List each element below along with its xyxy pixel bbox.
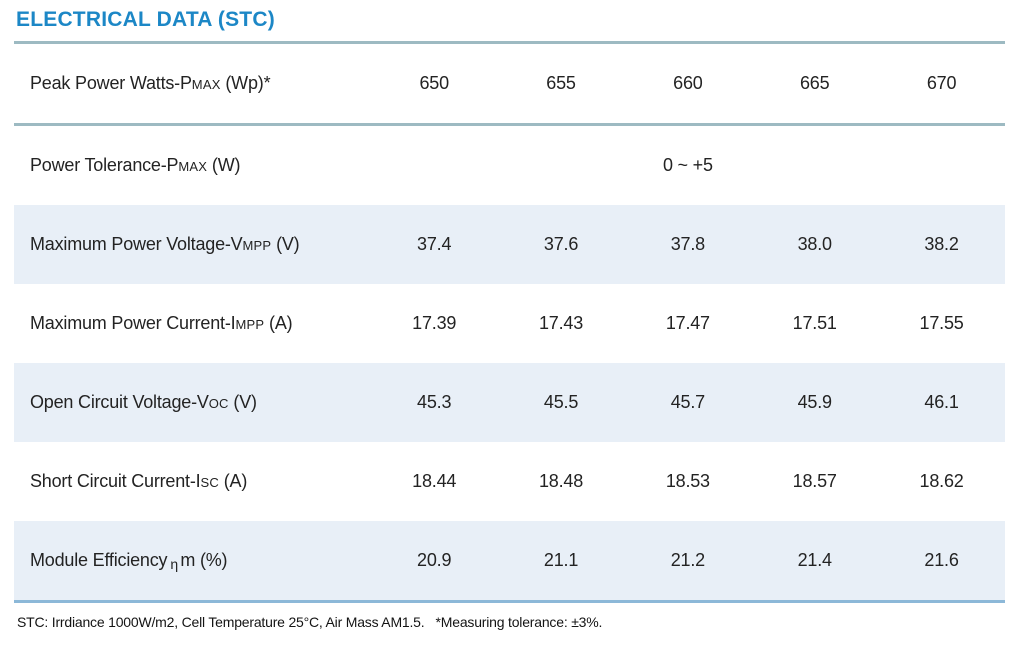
cell-value: 21.6: [924, 550, 959, 570]
cell-value: 45.5: [543, 392, 579, 412]
subscript-text: SC: [200, 475, 219, 490]
row-divider: [14, 123, 1005, 126]
table-row: Maximum Power Current-IMPP (A) 17.39 17.…: [14, 284, 1005, 363]
cell-value: 38.2: [924, 234, 959, 254]
table-row: Peak Power Watts-PMAX (Wp)* 650 655 660 …: [14, 44, 1005, 123]
title-rule: [14, 41, 1005, 44]
cell-value: 21.1: [543, 550, 579, 570]
cell-value: 650: [419, 73, 449, 93]
table-row: Short Circuit Current-ISC (A) 18.44 18.4…: [14, 442, 1005, 521]
subscript-text: MPP: [242, 238, 272, 253]
cell-value: 37.6: [543, 234, 579, 254]
cell-value: 37.4: [417, 234, 452, 254]
cell-value: 17.47: [665, 313, 710, 333]
section-title: ELECTRICAL DATA (STC): [16, 8, 275, 31]
table-row: Module Efficiency η m (%) 20.9 21.1 21.2 2…: [14, 521, 1005, 600]
cell-value: 45.7: [670, 392, 705, 412]
cell-value: 21.2: [670, 550, 705, 570]
cell-value: 38.0: [797, 234, 832, 254]
cell-value-merged: 0 ~ +5: [662, 155, 713, 175]
cell-value: 670: [926, 73, 957, 93]
cell-value: 655: [546, 73, 576, 93]
table-row: Maximum Power Voltage-VMPP (V) 37.4 37.6…: [14, 205, 1005, 284]
cell-value: 20.9: [417, 550, 452, 570]
row-label: Open Circuit Voltage-VOC (V): [30, 392, 257, 412]
cell-value: 17.55: [919, 313, 964, 333]
cell-value: 21.4: [797, 550, 832, 570]
row-label: Peak Power Watts-PMAX (Wp)*: [30, 73, 271, 93]
cell-value: 18.48: [538, 471, 584, 491]
table-row: Power Tolerance-PMAX (W) 0 ~ +5: [14, 126, 1005, 205]
cell-value: 18.62: [919, 471, 964, 491]
row-label: Module Efficiency η m (%): [30, 549, 228, 572]
cell-value: 17.43: [538, 313, 584, 333]
cell-value: 46.1: [924, 392, 959, 412]
cell-value: 18.57: [792, 471, 837, 491]
cell-value: 17.51: [792, 313, 837, 333]
cell-value: 17.39: [412, 313, 457, 333]
row-label: Short Circuit Current-ISC (A): [30, 471, 248, 491]
cell-value: 660: [673, 73, 703, 93]
table-row: Open Circuit Voltage-VOC (V) 45.3 45.5 4…: [14, 363, 1005, 442]
cell-value: 37.8: [670, 234, 705, 254]
subscript-text: MAX: [178, 159, 208, 174]
subscript-text: OC: [208, 396, 229, 411]
subscript-text: MAX: [191, 77, 221, 92]
cell-value: 45.9: [797, 392, 832, 412]
cell-value: 18.53: [665, 471, 710, 491]
cell-value: 18.44: [412, 471, 457, 491]
row-label: Maximum Power Current-IMPP (A): [30, 313, 293, 333]
table-bottom-rule: [14, 600, 1005, 603]
eta-subscript: η: [170, 555, 179, 572]
footnote: STC: Irrdiance 1000W/m2, Cell Temperatur…: [17, 614, 603, 630]
row-label: Power Tolerance-PMAX (W): [30, 155, 241, 175]
subscript-text: MPP: [235, 317, 265, 332]
cell-value: 45.3: [417, 392, 452, 412]
cell-value: 665: [799, 73, 830, 93]
row-label: Maximum Power Voltage-VMPP (V): [30, 234, 300, 254]
electrical-data-section: ELECTRICAL DATA (STC) Peak Power Watts-P…: [14, 8, 1005, 630]
